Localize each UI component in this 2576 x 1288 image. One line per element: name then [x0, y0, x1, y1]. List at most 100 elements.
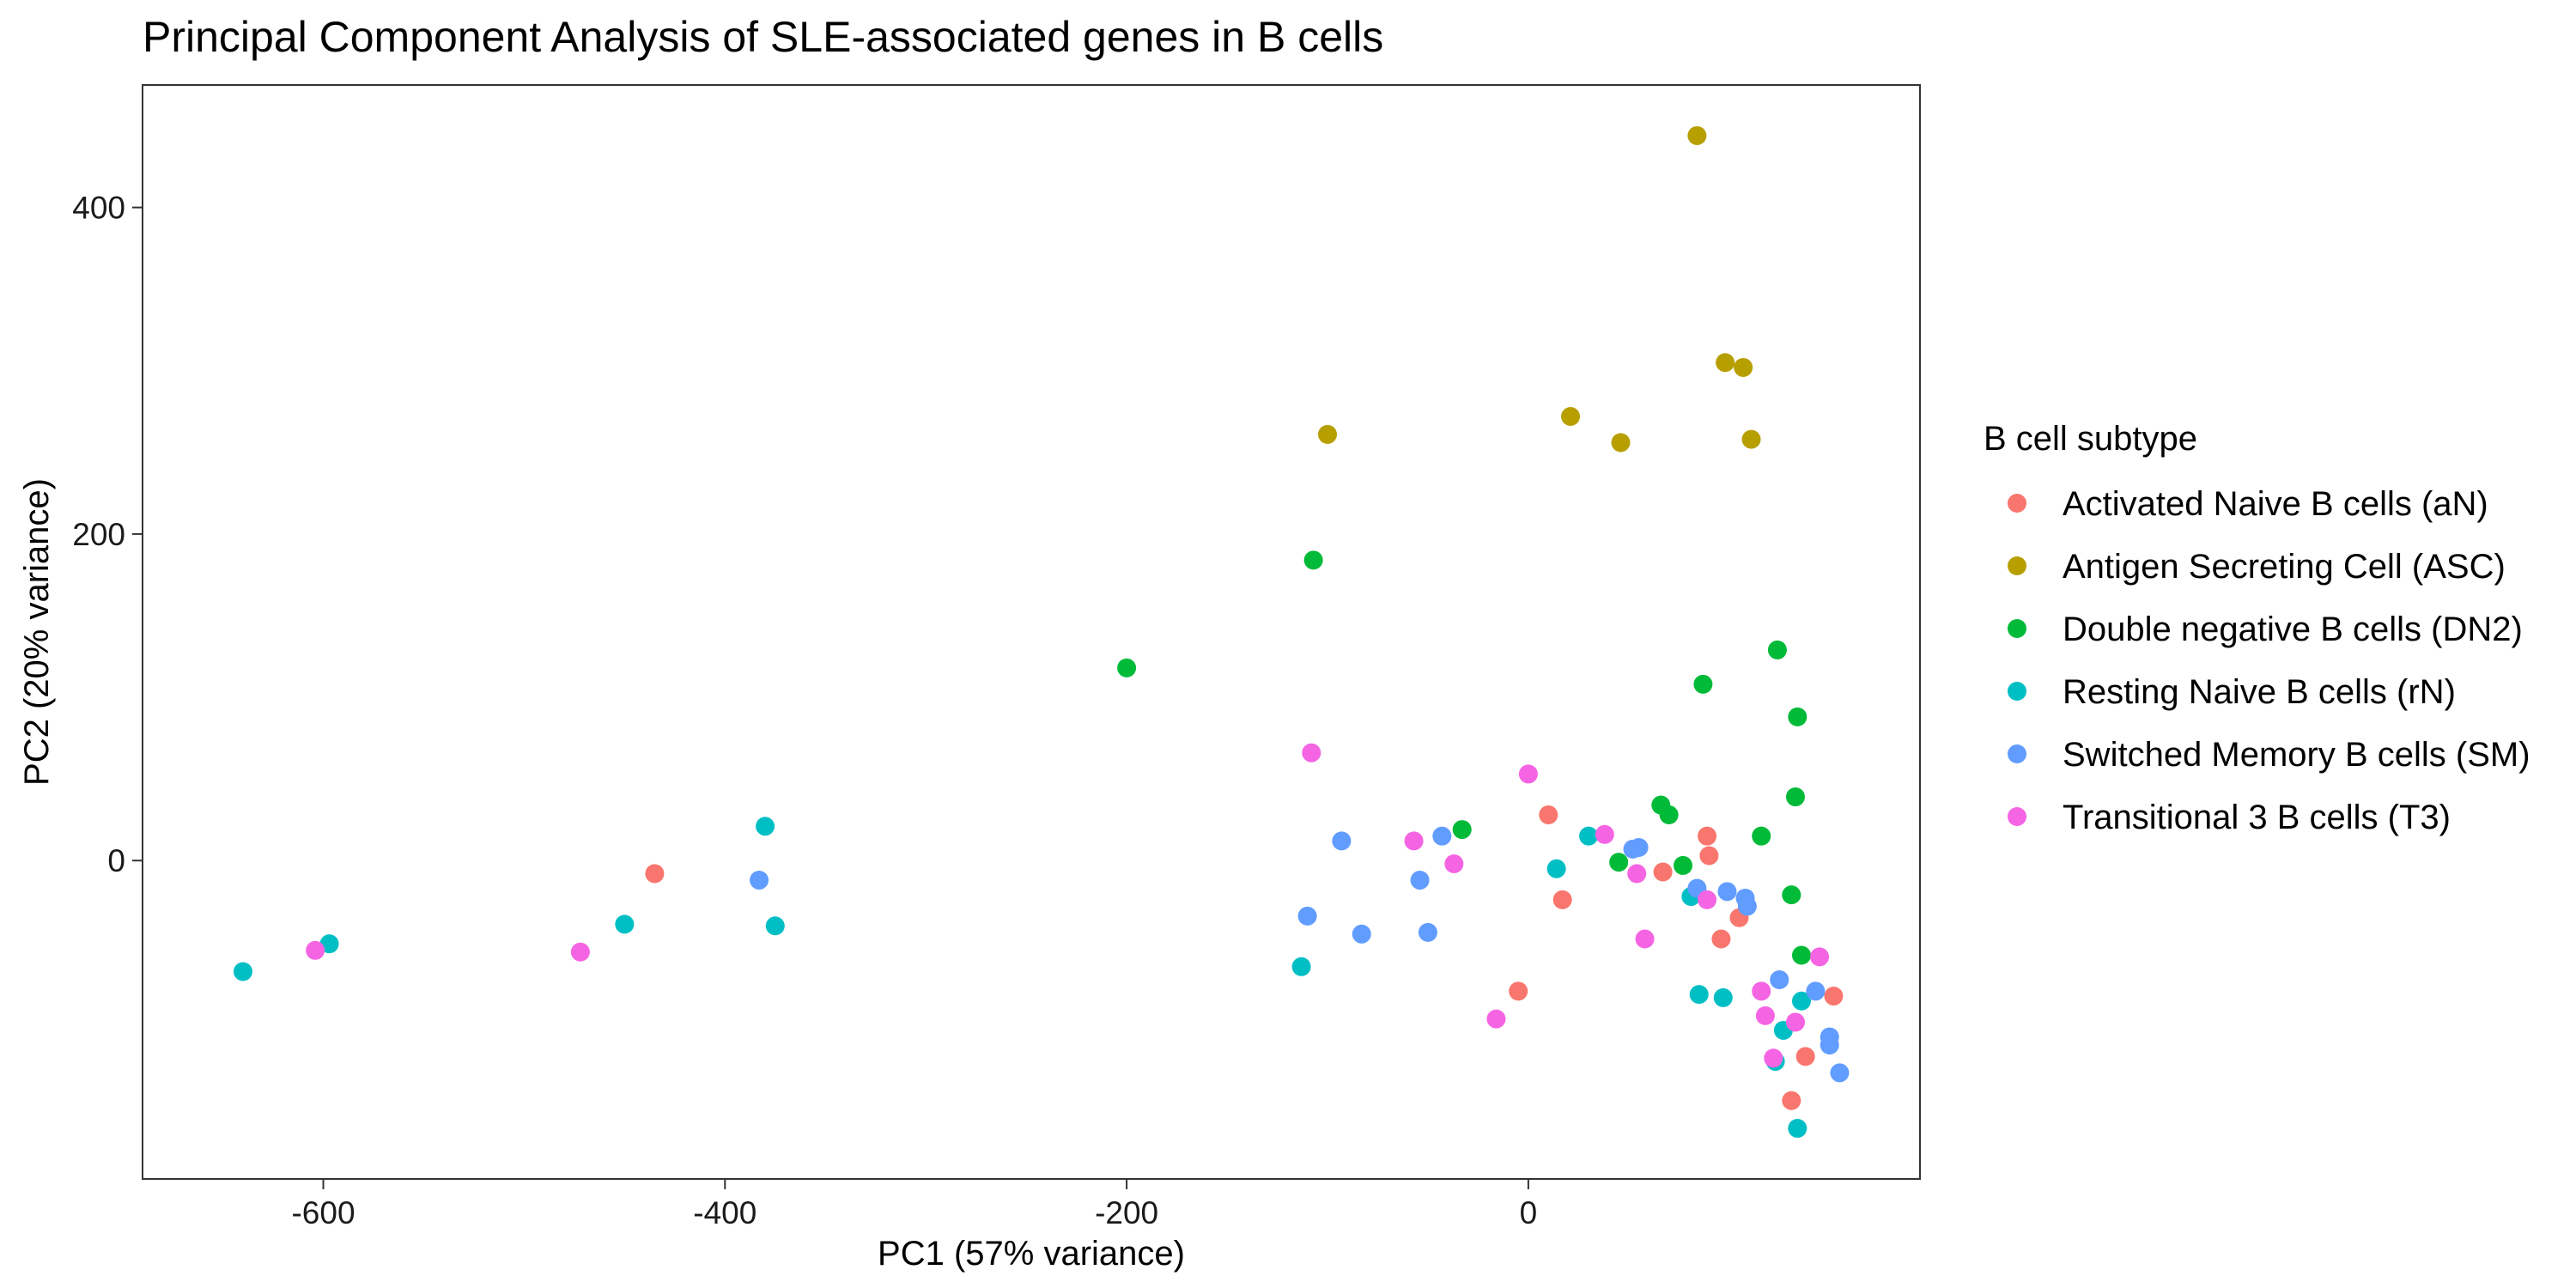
chart-title: Principal Component Analysis of SLE-asso… [143, 13, 1383, 61]
data-point [1788, 707, 1807, 726]
data-point [750, 871, 769, 890]
data-point [1711, 929, 1731, 949]
data-point [1444, 854, 1464, 874]
data-point [1561, 407, 1581, 427]
legend-key [2008, 744, 2026, 763]
data-point [1785, 787, 1805, 807]
data-point [1713, 987, 1733, 1007]
data-point [1486, 1009, 1506, 1029]
legend-key [2008, 682, 2026, 701]
data-point [1824, 987, 1844, 1006]
data-point [1609, 853, 1629, 872]
data-point [1734, 357, 1753, 377]
data-point [1418, 922, 1437, 942]
data-point [1539, 805, 1558, 824]
data-point [1332, 831, 1352, 851]
x-tick-label: -400 [693, 1195, 756, 1230]
y-tick-label: 200 [72, 517, 125, 552]
data-point [1741, 429, 1761, 449]
data-point [1716, 353, 1735, 373]
legend-key [2008, 494, 2026, 513]
x-tick-label: 0 [1520, 1195, 1538, 1230]
legend-entry-label: Switched Memory B cells (SM) [2063, 736, 2530, 774]
data-point [1410, 871, 1430, 890]
data-point [1303, 550, 1323, 570]
legend-entry-label: Antigen Secreting Cell (ASC) [2063, 548, 2506, 586]
data-point [1627, 864, 1647, 884]
data-point [1792, 945, 1811, 965]
data-point [1404, 831, 1424, 851]
legend-key [2008, 619, 2026, 638]
data-point [1432, 826, 1452, 846]
data-point [1352, 924, 1371, 944]
data-point [1297, 906, 1317, 926]
data-point [1752, 826, 1771, 846]
y-axis-title: PC2 (20% variance) [18, 478, 56, 786]
legend: B cell subtype Activated Naive B cells (… [1984, 420, 2530, 836]
data-point [1785, 1012, 1805, 1032]
data-point [1117, 658, 1137, 677]
legend-title: B cell subtype [1984, 420, 2197, 458]
data-point [1795, 1047, 1815, 1066]
data-point [233, 962, 252, 981]
data-point [570, 942, 590, 962]
data-point [1653, 862, 1673, 882]
x-tick-label: -600 [291, 1195, 355, 1230]
data-point [1830, 1063, 1850, 1083]
data-point [1693, 674, 1713, 694]
data-point [319, 934, 339, 954]
axis-ticks: -600 -400 -200 0 0 200 400 [72, 191, 1537, 1230]
data-point [1698, 890, 1717, 909]
data-point [1291, 957, 1311, 976]
data-point [615, 914, 635, 934]
legend-entry-label: Transitional 3 B cells (T3) [2063, 799, 2451, 836]
data-point [1820, 1036, 1839, 1055]
data-point [1782, 885, 1801, 905]
data-point [1737, 896, 1757, 916]
legend-entry-label: Double negative B cells (DN2) [2063, 611, 2523, 648]
plot-panel [142, 84, 1921, 1180]
y-tick-label: 400 [72, 191, 125, 226]
legend-key [2008, 807, 2026, 826]
data-point [1792, 991, 1811, 1011]
data-point [1755, 1005, 1775, 1025]
data-point [1764, 1048, 1783, 1068]
legend-key [2008, 556, 2026, 575]
data-point [1635, 929, 1655, 949]
data-point [1452, 820, 1472, 840]
data-point [1788, 1119, 1807, 1139]
data-point [1595, 824, 1614, 844]
data-point [645, 864, 665, 884]
data-point [1629, 837, 1649, 857]
data-point [1770, 970, 1789, 990]
data-point [1611, 433, 1631, 453]
data-point [1674, 855, 1692, 875]
legend-entry-label: Resting Naive B cells (rN) [2063, 673, 2456, 711]
data-point [1687, 125, 1707, 145]
data-points [233, 125, 1850, 1139]
data-point [765, 916, 785, 936]
data-point [1699, 846, 1719, 866]
data-point [756, 817, 775, 836]
data-point [1302, 743, 1321, 762]
legend-entry-label: Activated Naive B cells (aN) [2063, 485, 2488, 523]
data-point [1752, 981, 1771, 1001]
data-point [1552, 890, 1572, 909]
data-point [1318, 424, 1337, 444]
data-point [1579, 826, 1599, 846]
data-point [1518, 764, 1538, 784]
data-point [1689, 985, 1709, 1005]
data-point [306, 940, 325, 960]
data-point [1659, 805, 1679, 824]
y-tick-label: 0 [107, 843, 125, 878]
x-tick-label: -200 [1095, 1195, 1158, 1230]
data-point [1782, 1091, 1801, 1110]
data-point [1810, 947, 1830, 967]
data-point [1698, 826, 1717, 846]
data-point [1767, 640, 1787, 659]
data-point [1509, 981, 1528, 1001]
data-point [1806, 981, 1826, 1001]
x-axis-title: PC1 (57% variance) [878, 1235, 1185, 1273]
data-point [1717, 882, 1737, 902]
